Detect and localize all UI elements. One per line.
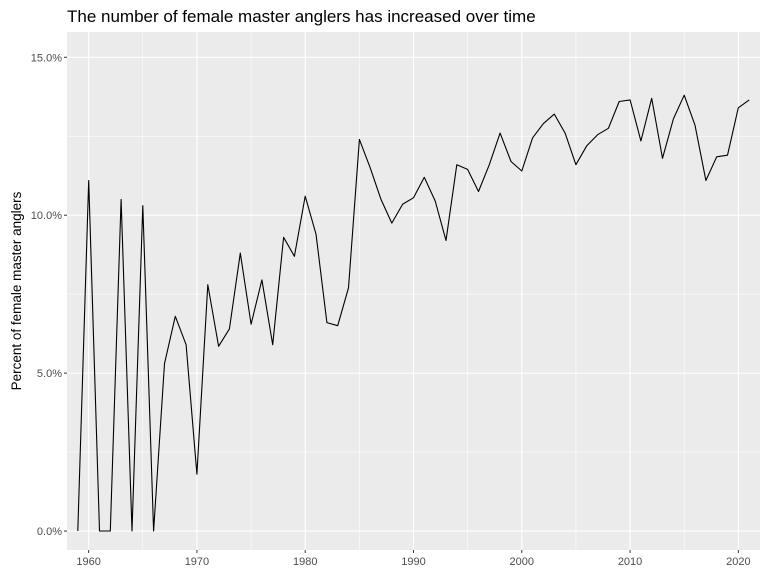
y-tick-label: 0.0%: [37, 526, 62, 538]
x-tick-label: 2010: [618, 556, 642, 568]
y-axis: 0.0% 5.0% 10.0% 15.0%: [31, 52, 67, 538]
x-tick-label: 1970: [185, 556, 209, 568]
chart-title: The number of female master anglers has …: [67, 7, 536, 26]
x-tick-label: 1990: [401, 556, 425, 568]
y-tick-label: 10.0%: [31, 210, 62, 222]
x-axis: 1960 1970 1980 1990 2000 2010 2020: [76, 550, 751, 568]
y-tick-label: 15.0%: [31, 52, 62, 64]
y-axis-label: Percent of female master anglers: [9, 191, 24, 390]
x-tick-label: 2020: [726, 556, 750, 568]
x-tick-label: 1960: [76, 556, 100, 568]
x-tick-label: 2000: [510, 556, 534, 568]
grid-lines: [67, 32, 760, 550]
series-layer: [77, 94, 750, 532]
x-tick-label: 1980: [293, 556, 317, 568]
y-tick-label: 5.0%: [37, 368, 62, 380]
series-line: [77, 94, 750, 532]
